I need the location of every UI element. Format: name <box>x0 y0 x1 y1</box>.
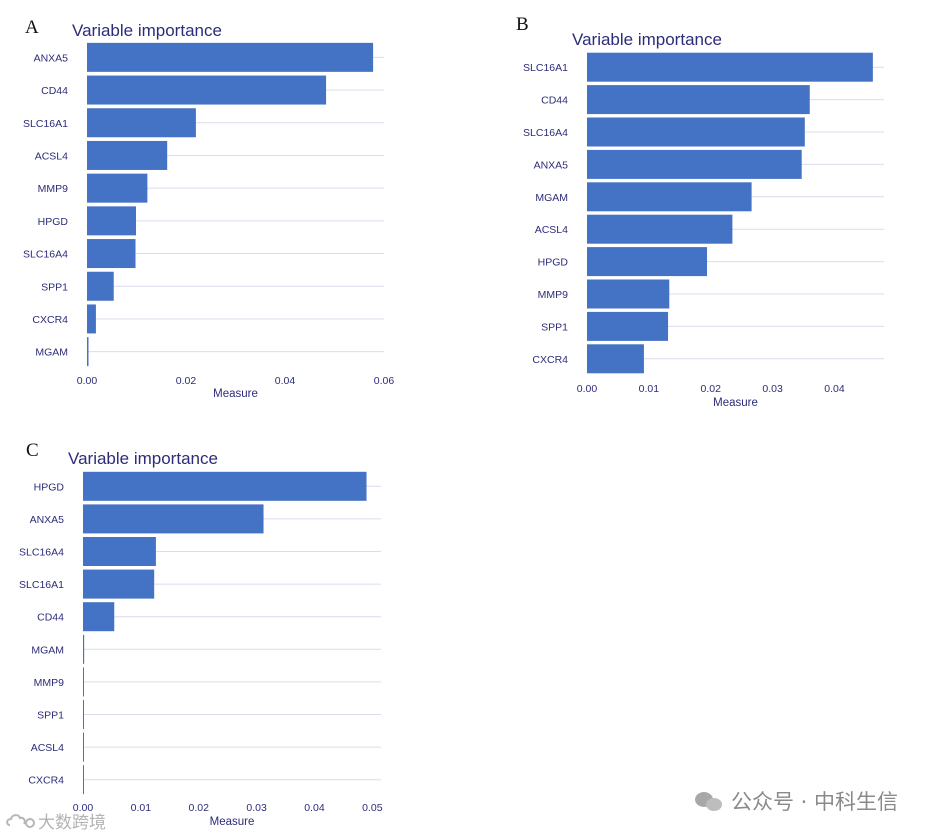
bar-c-slc16a1 <box>83 569 155 599</box>
x-tick-label-c: 0.02 <box>189 802 210 814</box>
category-label-b-mgam: MGAM <box>535 192 568 204</box>
x-tick-label-b: 0.02 <box>701 383 722 395</box>
category-label-c-acsl4: ACSL4 <box>31 742 64 754</box>
chart-title-a: Variable importance <box>72 21 222 40</box>
category-label-a-hpgd: HPGD <box>38 216 69 228</box>
category-label-a-acsl4: ACSL4 <box>35 150 68 162</box>
category-label-b-slc16a4: SLC16A4 <box>523 127 568 139</box>
x-tick-label-b: 0.04 <box>824 383 845 395</box>
bar-a-slc16a1 <box>87 108 196 138</box>
x-axis-title-a: Measure <box>213 388 258 400</box>
chart-panel-b: Variable importance SLC16A1 CD44 SLC16A4 ANX… <box>523 30 884 409</box>
category-label-b-acsl4: ACSL4 <box>535 224 568 236</box>
x-tick-label-c: 0.05 <box>362 802 383 814</box>
bar-c-anxa5 <box>83 504 264 534</box>
x-tick-label-b: 0.03 <box>762 383 783 395</box>
category-label-c-cd44: CD44 <box>37 612 64 624</box>
category-label-a-mgam: MGAM <box>35 347 68 359</box>
panel-letter-b: B <box>516 14 529 35</box>
bar-c-mmp9 <box>83 667 84 697</box>
chart-title-c: Variable importance <box>68 449 218 468</box>
bar-c-acsl4 <box>83 732 84 762</box>
bar-b-hpgd <box>587 247 708 277</box>
bar-c-slc16a4 <box>83 537 156 566</box>
category-label-a-slc16a4: SLC16A4 <box>23 249 68 261</box>
bar-b-cxcr4 <box>587 344 644 374</box>
category-label-a-cd44: CD44 <box>41 85 68 97</box>
category-label-c-cxcr4: CXCR4 <box>28 775 64 787</box>
bar-b-anxa5 <box>587 149 802 179</box>
category-label-c-slc16a1: SLC16A1 <box>19 579 64 591</box>
panel-letter-c: C <box>26 440 39 461</box>
x-tick-label-a: 0.00 <box>77 375 98 387</box>
bar-a-mmp9 <box>87 173 148 203</box>
x-axis-title-b: Measure <box>713 397 758 409</box>
bar-a-cxcr4 <box>87 304 96 334</box>
bar-b-cd44 <box>587 85 810 115</box>
category-label-a-slc16a1: SLC16A1 <box>23 118 68 130</box>
bar-b-spp1 <box>587 311 669 341</box>
category-label-b-cxcr4: CXCR4 <box>532 354 568 366</box>
x-tick-label-b: 0.00 <box>577 383 598 395</box>
bar-a-spp1 <box>87 271 114 301</box>
x-tick-label-c: 0.01 <box>131 802 152 814</box>
bar-a-hpgd <box>87 206 137 236</box>
chart-title-b: Variable importance <box>572 30 722 49</box>
bar-b-mgam <box>587 182 752 212</box>
bar-a-acsl4 <box>87 140 168 170</box>
bar-b-mmp9 <box>587 279 670 309</box>
category-label-b-hpgd: HPGD <box>538 257 569 269</box>
category-label-a-anxa5: ANXA5 <box>34 52 69 64</box>
x-tick-label-a: 0.04 <box>275 375 296 387</box>
category-label-a-spp1: SPP1 <box>41 281 68 293</box>
wechat-icon <box>694 790 725 812</box>
category-label-a-cxcr4: CXCR4 <box>32 314 68 326</box>
bar-c-cxcr4 <box>83 765 84 795</box>
bar-c-hpgd <box>83 471 367 501</box>
x-axis-title-c: Measure <box>210 816 255 828</box>
category-label-c-hpgd: HPGD <box>34 481 65 493</box>
category-label-c-spp1: SPP1 <box>37 710 64 722</box>
category-label-b-anxa5: ANXA5 <box>534 159 569 171</box>
bar-c-mgam <box>83 634 85 664</box>
bar-b-slc16a1 <box>587 52 873 82</box>
category-label-b-mmp9: MMP9 <box>538 289 568 301</box>
bar-b-slc16a4 <box>587 117 805 147</box>
category-label-a-mmp9: MMP9 <box>38 183 68 195</box>
category-label-c-mmp9: MMP9 <box>34 677 64 689</box>
panel-letter-a: A <box>25 17 39 38</box>
bar-a-slc16a4 <box>87 239 136 269</box>
category-label-b-spp1: SPP1 <box>541 321 568 333</box>
bar-b-acsl4 <box>587 214 733 244</box>
category-label-c-slc16a4: SLC16A4 <box>19 547 64 559</box>
category-label-b-cd44: CD44 <box>541 95 568 107</box>
cloud-logo-icon <box>6 813 35 828</box>
bar-a-cd44 <box>87 75 327 105</box>
category-label-b-slc16a1: SLC16A1 <box>523 62 568 74</box>
watermark-wechat: 公众号 · 中科生信 <box>694 786 898 816</box>
watermark-left-text: 大数跨境 <box>38 813 106 833</box>
category-label-c-mgam: MGAM <box>31 644 64 656</box>
bar-a-anxa5 <box>87 42 374 72</box>
x-tick-label-a: 0.02 <box>176 375 197 387</box>
category-label-c-anxa5: ANXA5 <box>30 514 65 526</box>
x-tick-label-c: 0.04 <box>304 802 325 814</box>
x-tick-label-c: 0.00 <box>73 802 94 814</box>
bar-a-mgam <box>87 337 89 367</box>
bar-c-cd44 <box>83 602 115 632</box>
watermark-text: 公众号 · 中科生信 <box>730 790 898 814</box>
bar-c-spp1 <box>83 700 84 729</box>
chart-panel-c: Variable importance HPGD ANXA5 SLC16A4 SLC16… <box>19 449 383 828</box>
x-tick-label-a: 0.06 <box>374 375 395 387</box>
x-tick-label-b: 0.01 <box>639 383 660 395</box>
x-tick-label-c: 0.03 <box>246 802 267 814</box>
watermark-left: 大数跨境 <box>4 808 106 833</box>
